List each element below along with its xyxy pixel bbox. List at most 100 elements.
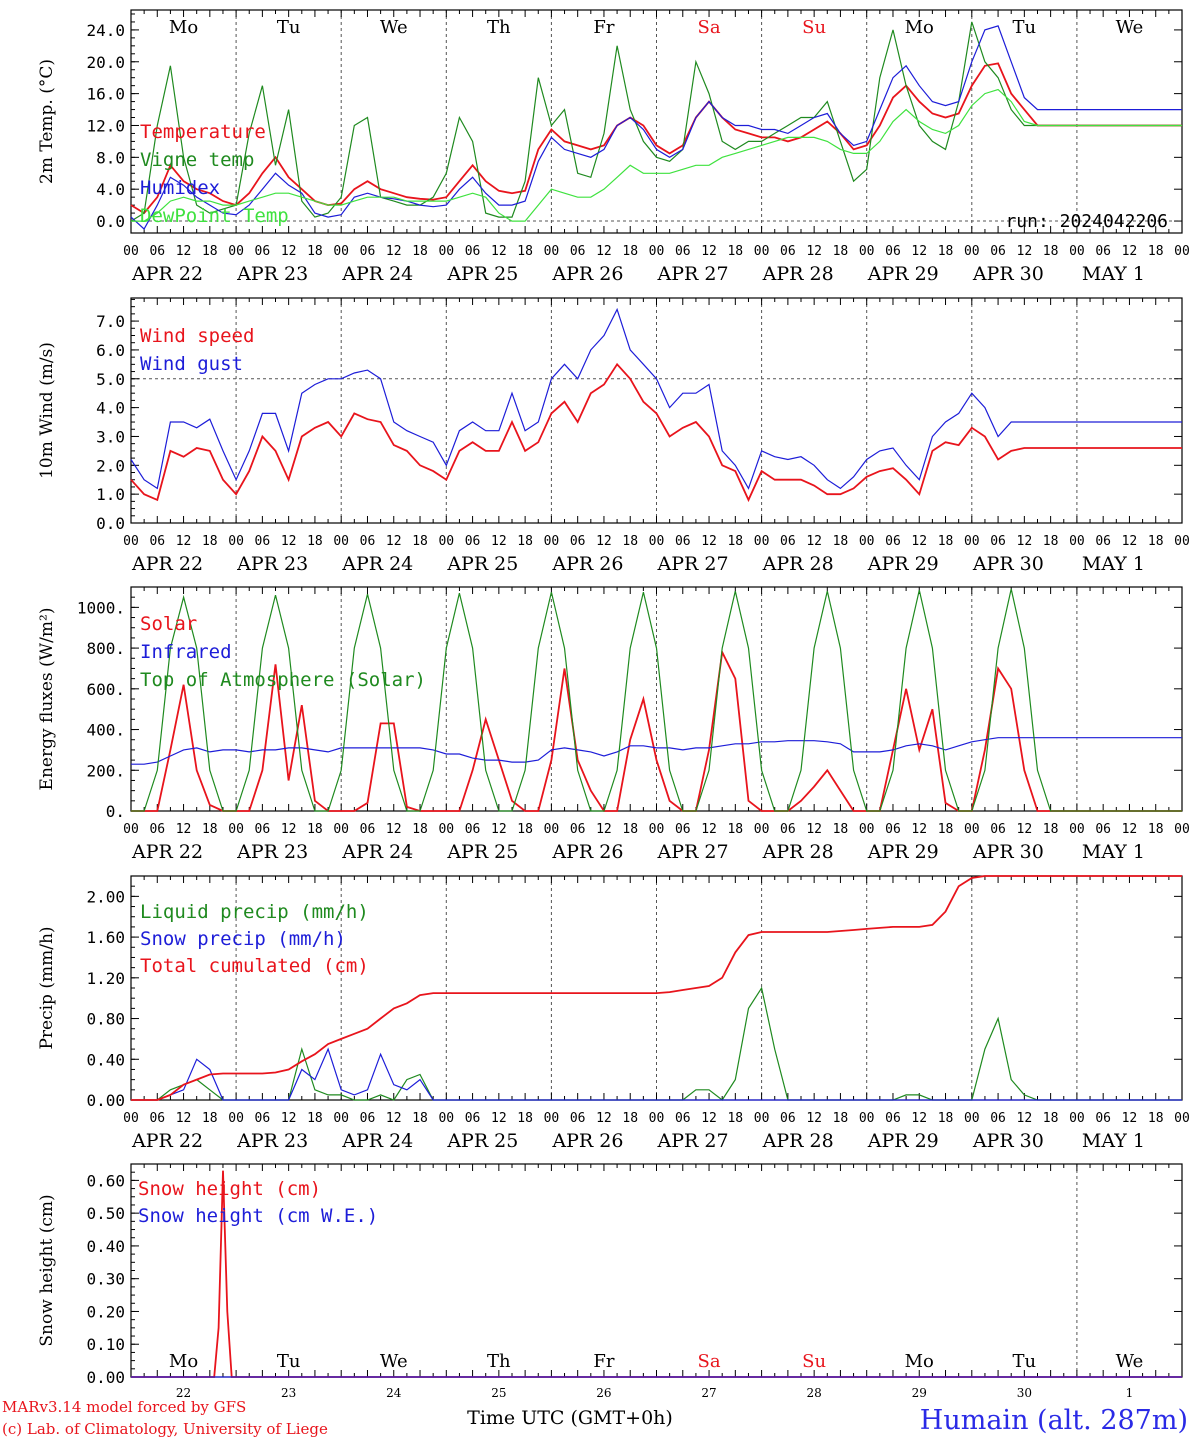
hour-tick-label: 00 (649, 534, 665, 549)
date-label: APR 22 (131, 263, 203, 285)
hour-tick-label: 00 (859, 1111, 875, 1126)
hour-tick-label: 12 (911, 244, 927, 259)
hour-tick-label: 12 (386, 822, 402, 837)
day-name: Tu (1013, 1351, 1037, 1372)
hour-tick-label: 18 (833, 1111, 849, 1126)
y-tick-label: 24.0 (86, 21, 125, 40)
hour-tick-label: 06 (255, 822, 271, 837)
y-tick-label: 0.80 (86, 1010, 125, 1029)
hour-tick-label: 18 (307, 244, 323, 259)
hour-tick-label: 18 (202, 534, 218, 549)
series-snow-height-cm- (131, 1170, 1182, 1378)
day-name: We (1116, 1351, 1144, 1372)
hour-tick-label: 18 (622, 822, 638, 837)
hour-tick-label: 00 (1174, 534, 1190, 549)
footer-model: MARv3.14 model forced by GFS (2, 1398, 246, 1416)
hour-tick-label: 06 (990, 822, 1006, 837)
hour-tick-label: 12 (386, 244, 402, 259)
y-tick-label: 20.0 (86, 53, 125, 72)
date-label: APR 27 (657, 1130, 729, 1152)
hour-tick-label: 12 (491, 534, 507, 549)
hour-tick-label: 00 (649, 244, 665, 259)
date-label: APR 24 (341, 263, 413, 285)
hour-tick-label: 06 (675, 534, 691, 549)
date-label: APR 29 (867, 553, 939, 575)
hour-tick-label: 00 (859, 822, 875, 837)
hour-tick-label: 00 (438, 244, 454, 259)
y-tick-label: 16.0 (86, 85, 125, 104)
hour-tick-label: 00 (964, 534, 980, 549)
legend-entry: Total cumulated (cm) (140, 955, 369, 977)
series-snow-precip-mm-h- (131, 1047, 1182, 1101)
day-name: Th (487, 1351, 511, 1372)
hour-tick-label: 00 (859, 534, 875, 549)
hour-tick-label: 00 (333, 244, 349, 259)
hour-tick-label: 12 (701, 1111, 717, 1126)
hour-tick-label: 18 (727, 1111, 743, 1126)
hour-tick-label: 12 (1122, 244, 1138, 259)
y-tick-label: 5.0 (96, 370, 125, 389)
hour-tick-label: 12 (806, 534, 822, 549)
hour-tick-label: 06 (149, 822, 165, 837)
legend-entry: Wind speed (140, 325, 254, 347)
hour-tick-label: 06 (149, 244, 165, 259)
hour-tick-label: 06 (465, 1111, 481, 1126)
day-name: Su (802, 1351, 826, 1372)
day-name: Mo (905, 17, 934, 38)
series-wind-gust (130, 307, 1182, 490)
day-name: Fr (593, 1351, 614, 1372)
y-tick-label: 0.0 (96, 212, 125, 231)
day-number-label: 27 (701, 1386, 716, 1400)
hour-tick-label: 00 (1069, 822, 1085, 837)
day-number-label: 1 (1126, 1386, 1134, 1400)
hour-tick-label: 06 (570, 534, 586, 549)
day-name: We (380, 17, 408, 38)
y-axis-label: 2m Temp. (°C) (37, 59, 57, 184)
hour-tick-label: 06 (885, 244, 901, 259)
hour-tick-label: 18 (202, 244, 218, 259)
hour-tick-label: 12 (701, 244, 717, 259)
y-tick-label: 4.0 (96, 399, 125, 418)
hour-tick-label: 00 (228, 534, 244, 549)
legend-entry: Snow height (cm W.E.) (138, 1205, 378, 1227)
date-label: APR 23 (236, 263, 308, 285)
y-tick-label: 0.50 (86, 1204, 125, 1223)
y-tick-label: 1.60 (86, 928, 125, 947)
day-number-label: 29 (912, 1386, 927, 1400)
hour-tick-label: 18 (1043, 244, 1059, 259)
date-label: APR 27 (657, 263, 729, 285)
hour-tick-label: 12 (1122, 1111, 1138, 1126)
hour-tick-label: 00 (123, 1111, 139, 1126)
y-tick-label: 0.20 (86, 1302, 125, 1321)
y-tick-label: 2.00 (86, 887, 125, 906)
day-name: Fr (593, 17, 614, 38)
legend-entry: Wind gust (140, 353, 243, 375)
date-label: MAY 1 (1082, 263, 1145, 285)
plot-frame (130, 297, 1183, 524)
legend-entry: Vigne temp (140, 149, 254, 171)
y-tick-label: 0.0 (96, 514, 125, 533)
hour-tick-label: 00 (544, 822, 560, 837)
date-label: APR 23 (236, 553, 308, 575)
day-name: Tu (277, 17, 301, 38)
series-wind-speed (130, 362, 1182, 503)
hour-tick-label: 06 (255, 1111, 271, 1126)
hour-tick-label: 18 (517, 244, 533, 259)
hour-tick-label: 06 (255, 534, 271, 549)
date-label: APR 26 (551, 1130, 623, 1152)
panel-snow: 0.00 0.10 0.20 0.30 0.40 0.50 0.60 Snow height … (37, 1163, 1183, 1400)
hour-tick-label: 06 (570, 1111, 586, 1126)
date-label: APR 23 (236, 1130, 308, 1152)
date-label: APR 25 (446, 1130, 518, 1152)
y-axis-label: 10m Wind (m/s) (37, 342, 57, 479)
hour-tick-label: 12 (281, 1111, 297, 1126)
date-label: APR 23 (236, 841, 308, 863)
hour-tick-label: 00 (649, 822, 665, 837)
legend-entry: Liquid precip (mm/h) (140, 901, 369, 923)
hour-tick-label: 12 (701, 534, 717, 549)
hour-tick-label: 00 (1069, 1111, 1085, 1126)
day-number-label: 26 (596, 1386, 611, 1400)
hour-tick-label: 06 (990, 534, 1006, 549)
y-tick-label: 8.0 (96, 148, 125, 167)
date-label: APR 29 (867, 841, 939, 863)
